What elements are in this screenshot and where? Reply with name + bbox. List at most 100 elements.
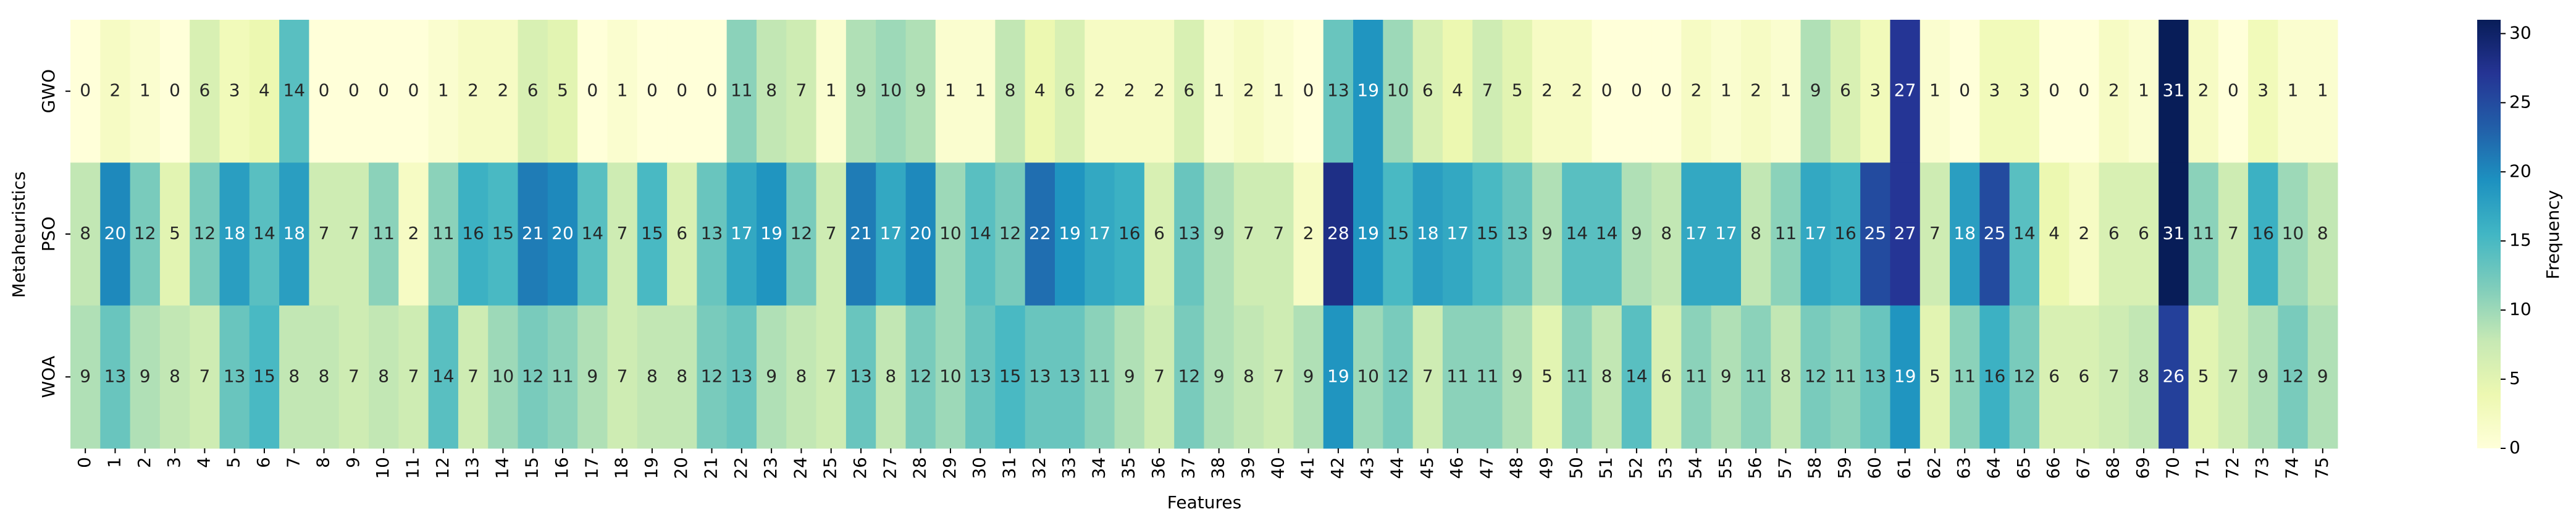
y-tick-label: GWO: [38, 69, 59, 113]
cell-label: 2: [1154, 80, 1165, 101]
cell-label: 11: [1477, 366, 1499, 386]
x-tick-label: 41: [1298, 457, 1318, 479]
cell-label: 8: [885, 366, 896, 386]
cell-label: 13: [731, 366, 753, 386]
heatmap-cell: [1085, 162, 1115, 306]
cell-label: 15: [641, 223, 663, 243]
cell-label: 9: [855, 80, 866, 101]
cell-label: 11: [1446, 366, 1469, 386]
x-tick-label: 29: [939, 457, 960, 479]
heatmap-cell: [338, 20, 369, 163]
heatmap-cell: [1442, 162, 1473, 306]
heatmap-cell: [338, 162, 369, 306]
heatmap-cell: [577, 162, 608, 306]
cell-label: 0: [319, 80, 330, 101]
heatmap-cell: [1502, 305, 1533, 449]
heatmap-cell: [845, 162, 876, 306]
cell-label: 12: [2013, 366, 2036, 386]
x-tick-label: 23: [760, 457, 781, 479]
cell-label: 2: [408, 223, 419, 243]
x-tick-label: 34: [1088, 457, 1109, 479]
heatmap-cell: [1383, 305, 1414, 449]
heatmap-cell: [1532, 305, 1563, 449]
cell-label: 17: [1805, 223, 1827, 243]
heatmap-cell: [756, 20, 787, 163]
cell-label: 10: [492, 366, 514, 386]
heatmap-cell: [1323, 162, 1354, 306]
heatmap-cell: [428, 162, 459, 306]
heatmap-cell: [398, 305, 429, 449]
heatmap-cell: [249, 20, 280, 163]
cell-label: 13: [850, 366, 872, 386]
x-tick-label: 35: [1118, 457, 1139, 479]
heatmap-cell: [70, 20, 101, 163]
cell-label: 9: [1303, 366, 1314, 386]
cell-label: 10: [1387, 80, 1409, 101]
cell-label: 9: [1124, 366, 1135, 386]
heatmap-cell: [190, 305, 220, 449]
x-tick-label: 71: [2192, 457, 2213, 479]
cell-label: 7: [1929, 223, 1940, 243]
cell-label: 5: [1929, 366, 1940, 386]
heatmap-cell: [995, 20, 1026, 163]
cell-label: 4: [259, 80, 270, 101]
heatmap-cell: [1412, 20, 1443, 163]
x-tick-label: 49: [1536, 457, 1556, 479]
heatmap-cell: [1472, 305, 1503, 449]
x-tick-label: 17: [581, 457, 602, 479]
cell-label: 2: [110, 80, 121, 101]
cell-label: 8: [319, 366, 330, 386]
cell-label: 16: [462, 223, 484, 243]
heatmap-cell: [1800, 20, 1831, 163]
cell-label: 14: [253, 223, 275, 243]
cell-label: 9: [2257, 366, 2268, 386]
cell-label: 9: [1512, 366, 1523, 386]
heatmap-cell: [1054, 305, 1085, 449]
cell-label: 20: [910, 223, 932, 243]
x-tick-label: 19: [641, 457, 661, 479]
heatmap-cell: [2099, 20, 2129, 163]
cell-label: 2: [2108, 80, 2120, 101]
x-tick-label: 39: [1238, 457, 1258, 479]
heatmap-cell: [190, 162, 220, 306]
heatmap-cell: [1800, 305, 1831, 449]
heatmap-cell: [1592, 305, 1622, 449]
heatmap-cell: [935, 305, 966, 449]
heatmap-cell: [1442, 305, 1473, 449]
cell-label: 14: [581, 223, 603, 243]
x-tick-label: 21: [701, 457, 721, 479]
cell-label: 14: [283, 80, 305, 101]
heatmap-cell: [876, 20, 906, 163]
heatmap-cell: [100, 305, 131, 449]
x-tick-label: 1: [104, 457, 124, 468]
cell-label: 2: [1094, 80, 1105, 101]
cell-label: 0: [1959, 80, 1970, 101]
cell-label: 0: [587, 80, 598, 101]
cell-label: 13: [969, 366, 991, 386]
cell-label: 7: [826, 366, 837, 386]
heatmap-cell: [1293, 20, 1324, 163]
colorbar-tick-label: 20: [2509, 161, 2532, 181]
heatmap-cell: [70, 162, 101, 306]
heatmap-cell: [130, 20, 161, 163]
heatmap-cell: [1740, 305, 1771, 449]
heatmap-cell: [1353, 20, 1383, 163]
cell-label: 17: [1089, 223, 1111, 243]
heatmap-cell: [219, 162, 250, 306]
x-tick-label: 3: [164, 457, 184, 468]
cell-label: 25: [1984, 223, 2006, 243]
heatmap-cell: [1919, 305, 1950, 449]
cell-label: 2: [2198, 80, 2209, 101]
cell-label: 11: [731, 80, 753, 101]
x-tick-label: 72: [2222, 457, 2242, 479]
x-tick-label: 33: [1059, 457, 1079, 479]
cell-label: 15: [253, 366, 275, 386]
heatmap-cell: [309, 305, 340, 449]
heatmap-cell: [1025, 162, 1055, 306]
heatmap-cell: [1144, 20, 1175, 163]
heatmap-cell: [1830, 162, 1861, 306]
heatmap-cell: [428, 20, 459, 163]
cell-label: 11: [1834, 366, 1856, 386]
x-tick-label: 5: [224, 457, 244, 468]
cell-label: 8: [2317, 223, 2328, 243]
